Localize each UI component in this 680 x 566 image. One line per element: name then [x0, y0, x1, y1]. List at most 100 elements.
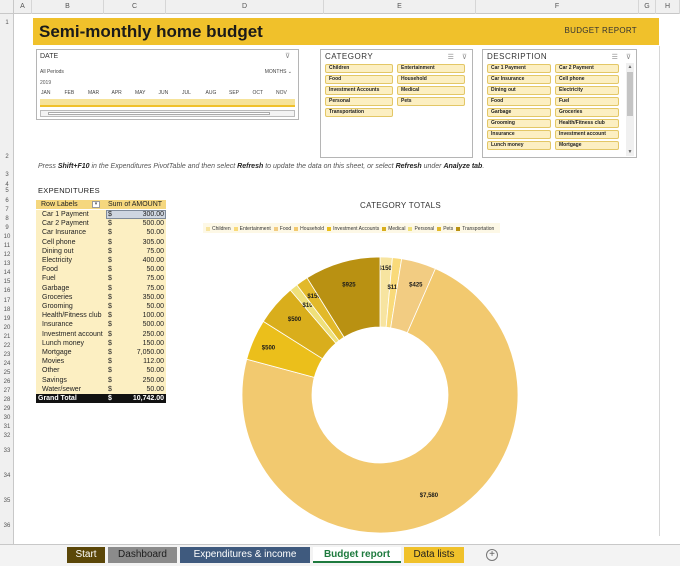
scroll-thumb[interactable]: [627, 72, 633, 116]
month-label[interactable]: MAR: [88, 90, 100, 96]
row-header[interactable]: 9: [5, 225, 9, 231]
row-header[interactable]: 11: [3, 243, 11, 249]
legend-item[interactable]: Investment Accounts: [327, 224, 379, 234]
row-header[interactable]: 17: [3, 298, 11, 304]
slicer-item[interactable]: Car 2 Payment: [555, 64, 619, 73]
column-header[interactable]: C: [104, 0, 166, 14]
row-header[interactable]: 12: [3, 252, 11, 258]
month-label[interactable]: OCT: [252, 90, 264, 96]
table-row[interactable]: Car 1 Payment $300.00: [36, 210, 166, 220]
clear-filter-icon[interactable]: ⊽: [461, 54, 467, 61]
slicer-item[interactable]: Pets: [397, 97, 465, 106]
legend-item[interactable]: Medical: [382, 224, 405, 234]
row-header[interactable]: 21: [3, 334, 11, 340]
slicer-item[interactable]: Transportation: [325, 108, 393, 117]
table-row[interactable]: Food $50.00: [36, 265, 166, 275]
month-label[interactable]: SEP: [229, 90, 240, 96]
timeline-scroll-thumb[interactable]: [48, 112, 270, 115]
slicer-item[interactable]: Car 1 Payment: [487, 64, 551, 73]
table-row[interactable]: Insurance $500.00: [36, 320, 166, 330]
row-header[interactable]: 23: [3, 352, 11, 358]
row-header[interactable]: 22: [3, 343, 11, 349]
select-all-corner[interactable]: [0, 0, 14, 14]
month-label[interactable]: JAN: [41, 90, 51, 96]
description-slicer[interactable]: DESCRIPTION ☰ ⊽ Car 1 Payment Car 2 Payme…: [482, 49, 637, 158]
table-row[interactable]: Grooming $50.00: [36, 302, 166, 312]
row-header[interactable]: 36: [3, 523, 11, 529]
slicer-item[interactable]: Fuel: [555, 97, 619, 106]
row-header[interactable]: 15: [3, 279, 11, 285]
timeline-selection-bar[interactable]: [40, 99, 295, 105]
slicer-item[interactable]: Investment Accounts: [325, 86, 393, 95]
row-header[interactable]: 10: [3, 234, 11, 240]
legend-item[interactable]: Pets: [437, 224, 453, 234]
row-header[interactable]: 31: [3, 424, 11, 430]
add-sheet-icon[interactable]: +: [486, 549, 498, 561]
multi-select-icon[interactable]: ☰: [447, 54, 454, 61]
row-header[interactable]: 28: [3, 397, 11, 403]
month-label[interactable]: AUG: [205, 90, 217, 96]
column-header[interactable]: B: [32, 0, 104, 14]
table-row[interactable]: Movies $112.00: [36, 357, 166, 367]
table-row[interactable]: Car 2 Payment $500.00: [36, 219, 166, 229]
sheet-tab[interactable]: Dashboard: [108, 547, 177, 563]
row-header[interactable]: 5: [5, 188, 9, 194]
time-level-dropdown[interactable]: MONTHS ⌄: [265, 69, 292, 75]
row-header[interactable]: 2: [5, 154, 9, 160]
timeline-scrollbar[interactable]: [40, 110, 295, 117]
slicer-item[interactable]: Car Insurance: [487, 75, 551, 84]
slicer-item[interactable]: Children: [325, 64, 393, 73]
month-label[interactable]: MAY: [135, 90, 146, 96]
column-header[interactable]: D: [166, 0, 324, 14]
table-row[interactable]: Health/Fitness club $100.00: [36, 311, 166, 321]
slicer-item[interactable]: Dining out: [487, 86, 551, 95]
table-row[interactable]: Fuel $75.00: [36, 274, 166, 284]
row-header[interactable]: 34: [3, 473, 11, 479]
table-row[interactable]: Cell phone $305.00: [36, 237, 166, 247]
row-header[interactable]: 18: [3, 307, 11, 313]
slicer-item[interactable]: Groceries: [555, 108, 619, 117]
sheet-tab[interactable]: Start: [67, 547, 105, 563]
sum-amount-header[interactable]: Sum of AMOUNT: [108, 201, 163, 208]
column-header[interactable]: A: [14, 0, 32, 14]
legend-item[interactable]: Entertainment: [233, 224, 271, 234]
clear-filter-icon[interactable]: ⊽: [625, 54, 631, 61]
grand-total-row[interactable]: Grand Total $10,742.00: [36, 394, 166, 403]
month-label[interactable]: NOV: [276, 90, 287, 96]
slicer-item[interactable]: Household: [397, 75, 465, 84]
row-header[interactable]: 3: [5, 172, 9, 178]
table-row[interactable]: Investment account $250.00: [36, 329, 166, 339]
category-totals-doughnut[interactable]: $150 $112 $425 $7,580 $500 $500 $100 $150 $925: [230, 245, 530, 545]
month-label[interactable]: FEB: [64, 90, 75, 96]
scroll-down-icon[interactable]: ▼: [627, 149, 633, 155]
legend-item[interactable]: Personal: [408, 224, 434, 234]
column-header[interactable]: F: [476, 0, 639, 14]
row-header[interactable]: 33: [3, 448, 11, 454]
legend-item[interactable]: Transportation: [456, 224, 494, 234]
donut-slice[interactable]: [306, 256, 381, 338]
multi-select-icon[interactable]: ☰: [611, 54, 618, 61]
date-timeline-slicer[interactable]: DATE ⊽ All Periods MONTHS ⌄ 2019 JAN FEB M…: [36, 49, 299, 120]
column-header[interactable]: E: [324, 0, 476, 14]
row-header[interactable]: 30: [3, 415, 11, 421]
slicer-item[interactable]: Food: [487, 97, 551, 106]
table-row[interactable]: Car Insurance $50.00: [36, 228, 166, 238]
row-header[interactable]: 7: [5, 207, 9, 213]
table-row[interactable]: Lunch money $150.00: [36, 338, 166, 348]
row-header[interactable]: 19: [3, 316, 11, 322]
row-header[interactable]: 35: [3, 498, 11, 504]
slicer-item[interactable]: Investment account: [555, 130, 619, 139]
row-header[interactable]: 1: [5, 20, 9, 26]
sheet-tab[interactable]: Data lists: [404, 547, 464, 563]
month-label[interactable]: JUL: [182, 90, 191, 96]
slicer-item[interactable]: Food: [325, 75, 393, 84]
table-row[interactable]: Dining out $75.00: [36, 246, 166, 256]
table-row[interactable]: Garbage $75.00: [36, 283, 166, 293]
slicer-item[interactable]: Medical: [397, 86, 465, 95]
slicer-item[interactable]: Cell phone: [555, 75, 619, 84]
slicer-item[interactable]: Personal: [325, 97, 393, 106]
row-header[interactable]: 20: [3, 325, 11, 331]
slicer-item[interactable]: Mortgage: [555, 141, 619, 150]
legend-item[interactable]: Household: [294, 224, 324, 234]
column-header[interactable]: G: [639, 0, 656, 14]
